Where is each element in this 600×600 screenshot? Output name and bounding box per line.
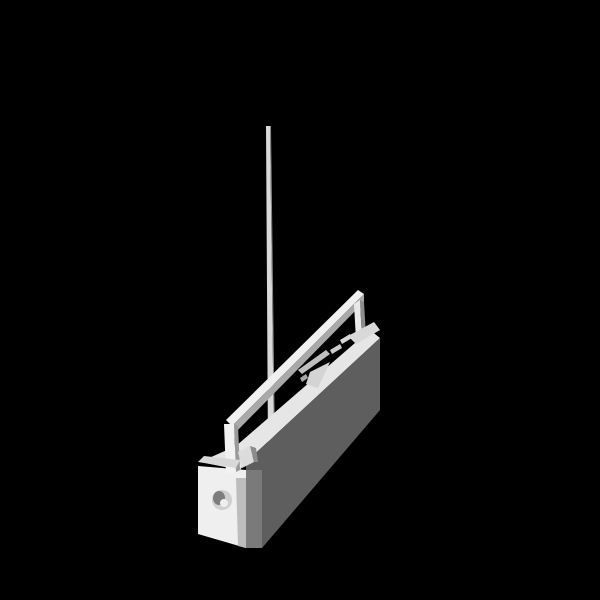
antenna [266,126,275,452]
handle [224,290,366,474]
body-top-face [200,330,380,470]
top-controls [238,322,380,468]
front-lip [198,456,240,468]
front-dial [212,490,232,510]
body-side-face [246,338,380,548]
radio-body [198,330,380,548]
